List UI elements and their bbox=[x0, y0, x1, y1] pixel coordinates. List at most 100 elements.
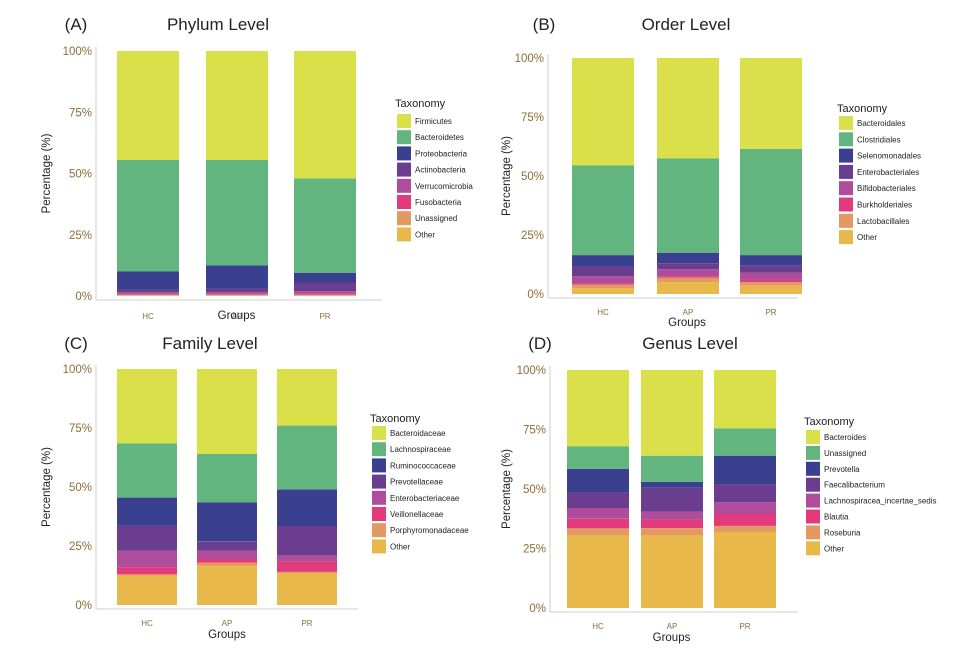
bar-segment-unassigned-ap bbox=[206, 294, 268, 296]
bar-segment-bacteroidales-pr bbox=[740, 58, 802, 149]
bar-segment-fusobacteria-pr bbox=[294, 293, 356, 295]
bar-segment-blautia-hc bbox=[567, 518, 629, 529]
legend-label: Unassigned bbox=[415, 214, 457, 223]
bar-segment-faecalibacterium-ap bbox=[641, 487, 703, 512]
y-tick-label: 0% bbox=[75, 600, 92, 612]
y-tick-label: 50% bbox=[69, 482, 92, 494]
legend-swatch bbox=[839, 197, 853, 212]
legend-swatch bbox=[372, 539, 386, 554]
bar-segment-fusobacteria-hc bbox=[117, 294, 179, 295]
legend-swatch bbox=[806, 461, 820, 476]
bar-segment-bacteroides-ap bbox=[641, 370, 703, 456]
legend-swatch bbox=[372, 523, 386, 538]
x-tick-label: PR bbox=[765, 308, 776, 317]
legend-label: Bacteroidetes bbox=[415, 133, 464, 142]
bar-segment-fusobacteria-ap bbox=[206, 294, 268, 295]
y-axis-title: Percentage (%) bbox=[41, 133, 53, 213]
legend-swatch bbox=[397, 211, 411, 226]
legend-label: Enterobacteriales bbox=[857, 168, 919, 177]
bar-segment-verrucomicrobia-ap bbox=[206, 292, 268, 295]
legend-label: Verrucomicrobia bbox=[415, 182, 473, 191]
legend-label: Proteobacteria bbox=[415, 149, 468, 158]
x-axis-title: Groups bbox=[653, 632, 691, 644]
x-tick-label: PR bbox=[301, 619, 312, 628]
legend-swatch bbox=[839, 132, 853, 147]
x-tick-label: HC bbox=[592, 622, 604, 631]
bar-segment-bacteroidaceae-hc bbox=[117, 369, 177, 444]
bar-segment-enterobacteriaceae-hc bbox=[117, 550, 177, 568]
bar-segment-actinobacteria-ap bbox=[206, 288, 268, 293]
bar-segment-bacteroidetes-hc bbox=[117, 160, 179, 272]
legend-swatch bbox=[397, 178, 411, 193]
legend-label: Prevotella bbox=[824, 465, 860, 474]
x-tick-label: AP bbox=[232, 312, 243, 321]
bar-segment-porphyromonadaceae-ap bbox=[197, 562, 257, 566]
legend-title: Taxonomy bbox=[370, 413, 421, 425]
legend-label: Other bbox=[824, 544, 844, 553]
bar-segment-firmicutes-ap bbox=[206, 51, 268, 160]
y-tick-label: 0% bbox=[527, 289, 544, 301]
bar-segment-other-pr bbox=[714, 531, 776, 608]
bar-segment-burkholderiales-hc bbox=[572, 283, 634, 285]
legend-swatch bbox=[806, 493, 820, 508]
legend-swatch bbox=[372, 442, 386, 457]
bar-segment-unassigned-pr bbox=[714, 428, 776, 456]
bar-segment-bifidobacteriales-pr bbox=[740, 272, 802, 280]
bar-segment-actinobacteria-pr bbox=[294, 282, 356, 292]
bar-segment-unassigned-ap bbox=[641, 455, 703, 482]
bar-segment-roseburia-hc bbox=[567, 528, 629, 536]
bar-segment-prevotella-hc bbox=[567, 468, 629, 493]
bar-segment-other-hc bbox=[572, 288, 634, 294]
y-tick-label: 50% bbox=[69, 169, 92, 181]
legend-swatch bbox=[397, 130, 411, 145]
legend-label: Selenomonadales bbox=[857, 152, 921, 161]
y-tick-label: 100% bbox=[515, 53, 544, 65]
bar-segment-ruminococcaceae-ap bbox=[197, 502, 257, 542]
bar-segment-selenomonadales-ap bbox=[657, 252, 719, 264]
y-tick-label: 50% bbox=[521, 171, 544, 183]
bar-segment-selenomonadales-pr bbox=[740, 255, 802, 266]
legend-swatch bbox=[397, 227, 411, 242]
legend-swatch bbox=[839, 116, 853, 130]
chart-panel-1: (A) Phylum Level 0% 25% 50% 75% 100% Percentage… bbox=[41, 15, 473, 322]
panel-title: Phylum Level bbox=[167, 15, 269, 34]
bar-segment-bacteroidales-hc bbox=[572, 58, 634, 166]
bar-segment-firmicutes-pr bbox=[294, 51, 356, 179]
x-tick-label: AP bbox=[667, 622, 678, 631]
y-tick-label: 75% bbox=[521, 112, 544, 124]
bar-segment-other-ap bbox=[197, 566, 257, 605]
y-axis-title: Percentage (%) bbox=[41, 447, 53, 527]
bar-segment-other-pr bbox=[740, 285, 802, 294]
y-tick-label: 75% bbox=[69, 107, 92, 119]
panel-label: (B) bbox=[533, 15, 556, 34]
legend-label: Other bbox=[857, 233, 877, 242]
bar-segment-burkholderiales-pr bbox=[740, 279, 802, 283]
panel-label: (D) bbox=[528, 334, 552, 353]
legend-swatch bbox=[839, 230, 853, 245]
bar-segment-faecalibacterium-hc bbox=[567, 492, 629, 509]
bar-segment-bacteroidetes-ap bbox=[206, 160, 268, 266]
legend-swatch bbox=[839, 164, 853, 179]
legend-label: Firmicutes bbox=[415, 117, 452, 126]
bar-segment-veillonellaceae-pr bbox=[277, 561, 337, 572]
bar-segment-ruminococcaceae-hc bbox=[117, 497, 177, 526]
y-tick-label: 100% bbox=[517, 365, 546, 377]
y-tick-label: 25% bbox=[521, 230, 544, 242]
bar-segment-bacteroides-pr bbox=[714, 370, 776, 429]
panel-label: (C) bbox=[64, 334, 88, 353]
bar-segment-lachnospiracea-incertae-sedis-hc bbox=[567, 508, 629, 519]
legend-label: Other bbox=[390, 542, 410, 551]
bar-segment-roseburia-pr bbox=[714, 525, 776, 532]
legend-label: Bacteroidales bbox=[857, 119, 905, 128]
panel-label: (A) bbox=[65, 15, 88, 34]
x-tick-label: PR bbox=[319, 312, 330, 321]
bar-segment-proteobacteria-hc bbox=[117, 271, 179, 290]
bar-segment-bacteroidaceae-pr bbox=[277, 369, 337, 426]
legend-label: Bifidobacteriales bbox=[857, 184, 916, 193]
x-tick-label: HC bbox=[141, 619, 153, 628]
bar-segment-verrucomicrobia-pr bbox=[294, 291, 356, 294]
legend-swatch bbox=[397, 114, 411, 128]
legend-title: Taxonomy bbox=[804, 416, 855, 428]
legend-label: Enterobacteriaceae bbox=[390, 494, 460, 503]
bar-segment-clostridiales-hc bbox=[572, 165, 634, 256]
